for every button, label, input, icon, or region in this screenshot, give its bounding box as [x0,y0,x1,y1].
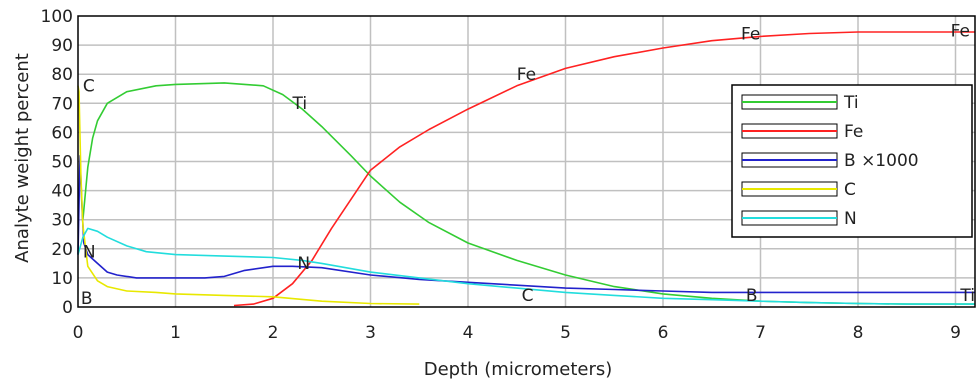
x-tick-label: 5 [560,323,571,343]
y-tick-label: 60 [51,123,73,143]
x-tick-label: 3 [365,323,376,343]
series-annotation: N [297,254,310,274]
y-tick-label: 100 [41,7,73,27]
legend-entry: Fe [844,122,863,142]
series-annotation: Ti [959,286,975,306]
y-tick-label: 40 [51,182,73,202]
x-tick-label: 8 [853,323,864,343]
legend-entry: Ti [843,93,859,113]
series-annotation: Fe [517,65,536,85]
x-tick-label: 9 [950,323,961,343]
x-axis-label: Depth (micrometers) [424,359,613,380]
y-tick-label: 80 [51,65,73,85]
series-line [233,31,975,307]
plot-frame [77,15,976,308]
x-tick-label: 7 [755,323,766,343]
line-annotations: C Ti Fe Fe Fe N N B C B Ti [81,21,975,309]
series-annotation: N [83,243,96,263]
y-tick-label: 70 [51,94,73,114]
x-tick-label: 1 [170,323,181,343]
series-line [77,154,975,294]
series-annotation: C [522,286,534,306]
series-annotation: B [81,289,93,309]
x-tick-label: 6 [658,323,669,343]
x-tick-label: 4 [463,323,474,343]
x-tick-label: 0 [73,323,84,343]
series-annotation: B [746,286,758,306]
legend-entry: C [844,180,856,200]
grid-lines [78,16,975,307]
y-tick-label: 20 [51,240,73,260]
chart-legend: Ti Fe B ×1000 CN [731,84,973,238]
y-axis-label: Analyte weight percent [12,53,33,263]
x-tick-label: 2 [268,323,279,343]
y-tick-label: 50 [51,153,73,173]
series-annotation: Fe [951,21,970,41]
x-tick-labels: 0 1 2 3 4 5 6 7 8 9 [73,323,961,343]
series-annotation: Fe [741,24,760,44]
y-tick-label: 10 [51,269,73,289]
legend-entry: N [844,209,857,229]
series-line [77,85,420,305]
y-tick-label: 30 [51,211,73,231]
series-lines [77,31,975,307]
y-tick-label: 90 [51,36,73,56]
legend-entry: B ×1000 [844,151,919,171]
series-line [77,227,975,305]
series-annotation: C [83,77,95,97]
y-tick-label: 0 [62,298,73,318]
y-tick-labels: 0 10 20 30 40 50 60 70 80 90 100 [41,7,73,318]
series-annotation: Ti [292,94,308,114]
